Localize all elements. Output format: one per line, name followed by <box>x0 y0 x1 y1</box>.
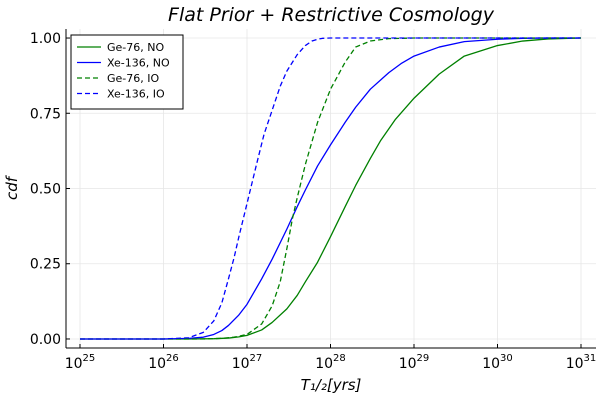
series-line-1 <box>80 37 582 340</box>
x-tick-base: 10 <box>482 356 500 372</box>
x-tick-exponent: 29 <box>417 353 430 364</box>
x-tick-labels: 1025 1026 1027 1028 1029 1030 1031 <box>65 353 597 372</box>
legend-label: Ge-76, NO <box>107 41 164 54</box>
x-tick-label: 1027 <box>232 353 263 372</box>
legend: Ge-76, NO Xe-136, NO Ge-76, IO Xe-136, IO <box>70 34 184 110</box>
x-tick-exponent: 31 <box>584 353 597 364</box>
legend-label: Xe-136, NO <box>107 57 170 70</box>
x-tick-base: 10 <box>232 356 250 372</box>
y-tick-label: 1.00 <box>30 31 61 47</box>
x-axis-label: T₁/₂[yrs] <box>301 376 362 394</box>
x-tick-label: 1029 <box>399 353 430 372</box>
series-layer <box>80 37 582 340</box>
legend-label: Xe-136, IO <box>107 88 165 101</box>
x-tick-base: 10 <box>566 356 584 372</box>
y-tick-label: 0.75 <box>30 106 61 122</box>
legend-label: Ge-76, IO <box>107 72 159 85</box>
y-tick-label: 0.25 <box>30 257 61 273</box>
x-tick-label: 1025 <box>65 353 96 372</box>
y-axis-label: cdf <box>3 174 21 200</box>
x-tick-label: 1031 <box>566 353 597 372</box>
x-tick-label: 1030 <box>482 353 513 372</box>
series-line-3 <box>80 37 581 340</box>
chart-title: Flat Prior + Restrictive Cosmology <box>168 4 495 26</box>
x-tick-exponent: 25 <box>83 353 96 364</box>
series-line-2 <box>80 37 581 340</box>
x-tick-exponent: 28 <box>333 353 346 364</box>
x-tick-label: 1026 <box>148 353 179 372</box>
x-tick-base: 10 <box>148 356 166 372</box>
x-tick-base: 10 <box>399 356 417 372</box>
x-tick-exponent: 30 <box>500 353 513 364</box>
x-tick-base: 10 <box>65 356 83 372</box>
y-tick-label: 0.00 <box>30 332 61 348</box>
y-tick-labels: 0.00 0.25 0.50 0.75 1.00 <box>30 31 61 348</box>
x-tick-exponent: 27 <box>250 353 263 364</box>
x-tick-label: 1028 <box>315 353 346 372</box>
y-tick-label: 0.50 <box>30 182 61 198</box>
x-tick-exponent: 26 <box>166 353 179 364</box>
x-tick-base: 10 <box>315 356 333 372</box>
axes <box>65 29 596 349</box>
